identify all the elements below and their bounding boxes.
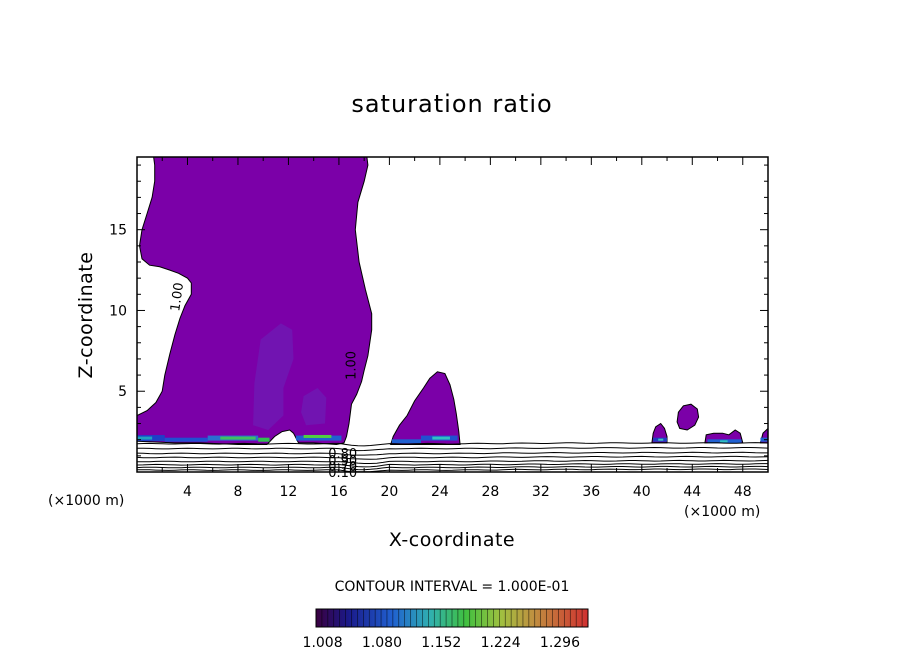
plot-area [137, 157, 768, 446]
supersaturation-band [137, 436, 153, 440]
isoline [137, 451, 768, 456]
supersaturation-band [391, 439, 421, 444]
x-tick-label: 28 [481, 484, 499, 500]
x-unit-right: (×1000 m) [684, 504, 760, 520]
supersaturation-band [164, 437, 208, 442]
colorbar-label: 1.224 [481, 635, 521, 651]
colorbar: 1.008 1.080 1.152 1.224 1.296 [303, 608, 589, 651]
colorbar-labels: 1.008 1.080 1.152 1.224 1.296 [303, 635, 581, 651]
isoline [137, 463, 768, 468]
x-tick-label: 48 [734, 484, 752, 500]
supersaturation-band [220, 436, 256, 440]
supersaturation-band [720, 440, 728, 443]
cloud-core-shading [253, 323, 294, 430]
y-axis-label: Z-coordinate [75, 252, 97, 379]
supersaturation-band [658, 438, 664, 441]
colorbar-label: 1.080 [362, 635, 402, 651]
isoline [137, 459, 768, 464]
x-tick-label: 24 [431, 484, 449, 500]
contour-label-main: 1.00 [168, 282, 187, 313]
isoline [137, 446, 768, 452]
contour-interval: CONTOUR INTERVAL = 1.000E-01 [335, 579, 570, 595]
cloud-core-shading [301, 388, 327, 426]
x-axis-label: X-coordinate [389, 529, 515, 551]
x-tick-label: 40 [633, 484, 651, 500]
x-tick-label: 4 [183, 484, 192, 500]
plot-frame [136, 156, 769, 473]
x-unit-left: (×1000 m) [48, 493, 124, 509]
supersaturation-band [296, 435, 342, 441]
x-tick-label: 36 [582, 484, 600, 500]
cloud-near-43km [676, 403, 700, 431]
isoline [137, 465, 768, 471]
supersaturation-band [303, 434, 332, 438]
isoline [137, 455, 768, 460]
y-tick-label: 15 [109, 223, 127, 239]
isoline [137, 442, 768, 447]
y-tick-label: 10 [109, 303, 127, 319]
contour-lines [137, 442, 768, 472]
x-tick-label: 12 [280, 484, 298, 500]
x-tick-label: 8 [233, 484, 242, 500]
supersaturation-band [258, 437, 270, 442]
x-tick-label: 20 [380, 484, 398, 500]
chart-title: saturation ratio [351, 90, 552, 118]
colorbar-label: 1.152 [421, 635, 461, 651]
colorbar-label: 1.008 [303, 635, 343, 651]
colorbar-label: 1.296 [540, 635, 580, 651]
y-tick-label: 5 [118, 384, 127, 400]
contour-label-ground: 0.10 [328, 466, 357, 481]
cloud-near-24km [390, 371, 461, 445]
contour-labels: 1.001.000.800.900.700.10 [168, 282, 359, 481]
contour-label-ground: 0.80 [328, 447, 357, 462]
x-tick-label: 44 [683, 484, 701, 500]
contour-label-ground: 0.90 [328, 454, 357, 469]
colorbar-ticks [321, 609, 583, 627]
supersaturation-band [432, 436, 450, 440]
x-tick-label: 16 [330, 484, 348, 500]
isoline [137, 468, 768, 472]
x-tick-label: 32 [532, 484, 550, 500]
contour-label-main: 1.00 [344, 351, 359, 380]
